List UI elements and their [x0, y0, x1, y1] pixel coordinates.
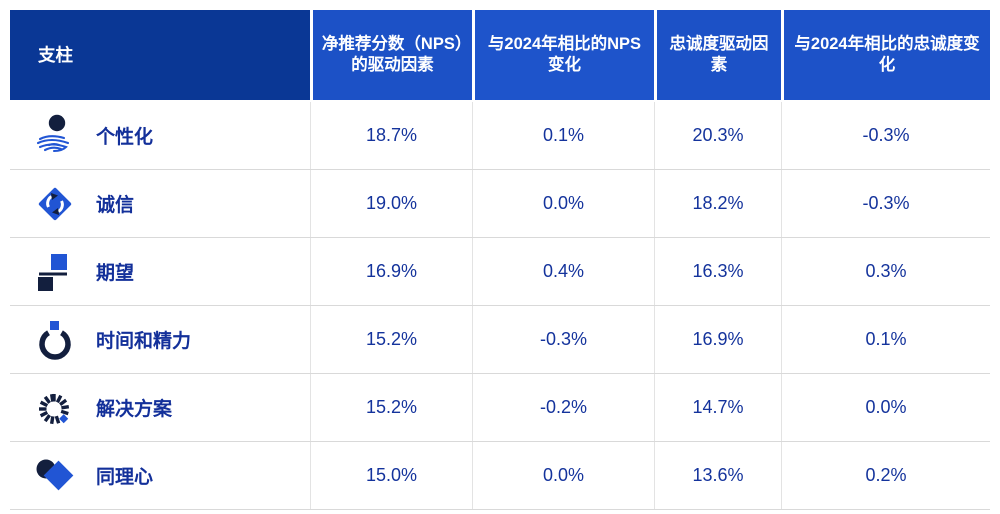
- loyalty-change-value: 0.3%: [781, 238, 990, 305]
- pillar-label: 解决方案: [96, 399, 173, 420]
- nps-driver-value: 15.0%: [310, 442, 472, 509]
- loyalty-driver-value: 18.2%: [654, 170, 781, 237]
- pillar-cell: 同理心: [10, 442, 310, 509]
- table-row-resolution: 解决方案 15.2% -0.2% 14.7% 0.0%: [10, 374, 990, 442]
- table-row-personalization: 个性化 18.7% 0.1% 20.3% -0.3%: [10, 102, 990, 170]
- nps-driver-value: 15.2%: [310, 374, 472, 441]
- time-and-effort-icon: [32, 317, 78, 363]
- table-row-time-and-effort: 时间和精力 15.2% -0.3% 16.9% 0.1%: [10, 306, 990, 374]
- nps-change-value: 0.0%: [472, 442, 654, 509]
- header-loyalty-change-vs-2024: 与2024年相比的忠诚度变化: [781, 10, 990, 100]
- loyalty-change-value: 0.0%: [781, 374, 990, 441]
- loyalty-driver-value: 14.7%: [654, 374, 781, 441]
- integrity-icon: [32, 181, 78, 227]
- table-row-integrity: 诚信 19.0% 0.0% 18.2% -0.3%: [10, 170, 990, 238]
- personalization-icon: [32, 113, 78, 159]
- pillar-label: 同理心: [96, 467, 154, 488]
- pillar-cell: 期望: [10, 238, 310, 305]
- table-row-expectations: 期望 16.9% 0.4% 16.3% 0.3%: [10, 238, 990, 306]
- nps-change-value: 0.1%: [472, 102, 654, 169]
- pillar-label: 诚信: [96, 195, 135, 216]
- table-header-row: 支柱 净推荐分数（NPS）的驱动因素 与2024年相比的NPS变化 忠诚度驱动因…: [10, 10, 990, 100]
- nps-change-value: 0.0%: [472, 170, 654, 237]
- nps-driver-value: 15.2%: [310, 306, 472, 373]
- header-pillar: 支柱: [10, 10, 310, 100]
- pillar-label: 个性化: [96, 127, 154, 148]
- pillar-metrics-table: 支柱 净推荐分数（NPS）的驱动因素 与2024年相比的NPS变化 忠诚度驱动因…: [10, 10, 990, 510]
- header-nps-change-vs-2024: 与2024年相比的NPS变化: [472, 10, 654, 100]
- pillar-cell: 个性化: [10, 102, 310, 169]
- loyalty-driver-value: 16.9%: [654, 306, 781, 373]
- loyalty-driver-value: 13.6%: [654, 442, 781, 509]
- loyalty-change-value: 0.1%: [781, 306, 990, 373]
- pillar-cell: 诚信: [10, 170, 310, 237]
- resolution-icon: [32, 385, 78, 431]
- header-loyalty-drivers: 忠诚度驱动因素: [654, 10, 781, 100]
- empathy-icon: [32, 453, 78, 499]
- table-row-empathy: 同理心 15.0% 0.0% 13.6% 0.2%: [10, 442, 990, 510]
- loyalty-driver-value: 16.3%: [654, 238, 781, 305]
- nps-change-value: -0.3%: [472, 306, 654, 373]
- pillar-cell: 时间和精力: [10, 306, 310, 373]
- nps-driver-value: 16.9%: [310, 238, 472, 305]
- pillar-cell: 解决方案: [10, 374, 310, 441]
- loyalty-driver-value: 20.3%: [654, 102, 781, 169]
- header-nps-drivers: 净推荐分数（NPS）的驱动因素: [310, 10, 472, 100]
- nps-driver-value: 19.0%: [310, 170, 472, 237]
- nps-driver-value: 18.7%: [310, 102, 472, 169]
- loyalty-change-value: -0.3%: [781, 170, 990, 237]
- pillar-label: 时间和精力: [96, 331, 192, 352]
- expectations-icon: [32, 249, 78, 295]
- pillar-label: 期望: [96, 263, 135, 284]
- nps-change-value: 0.4%: [472, 238, 654, 305]
- loyalty-change-value: 0.2%: [781, 442, 990, 509]
- nps-change-value: -0.2%: [472, 374, 654, 441]
- loyalty-change-value: -0.3%: [781, 102, 990, 169]
